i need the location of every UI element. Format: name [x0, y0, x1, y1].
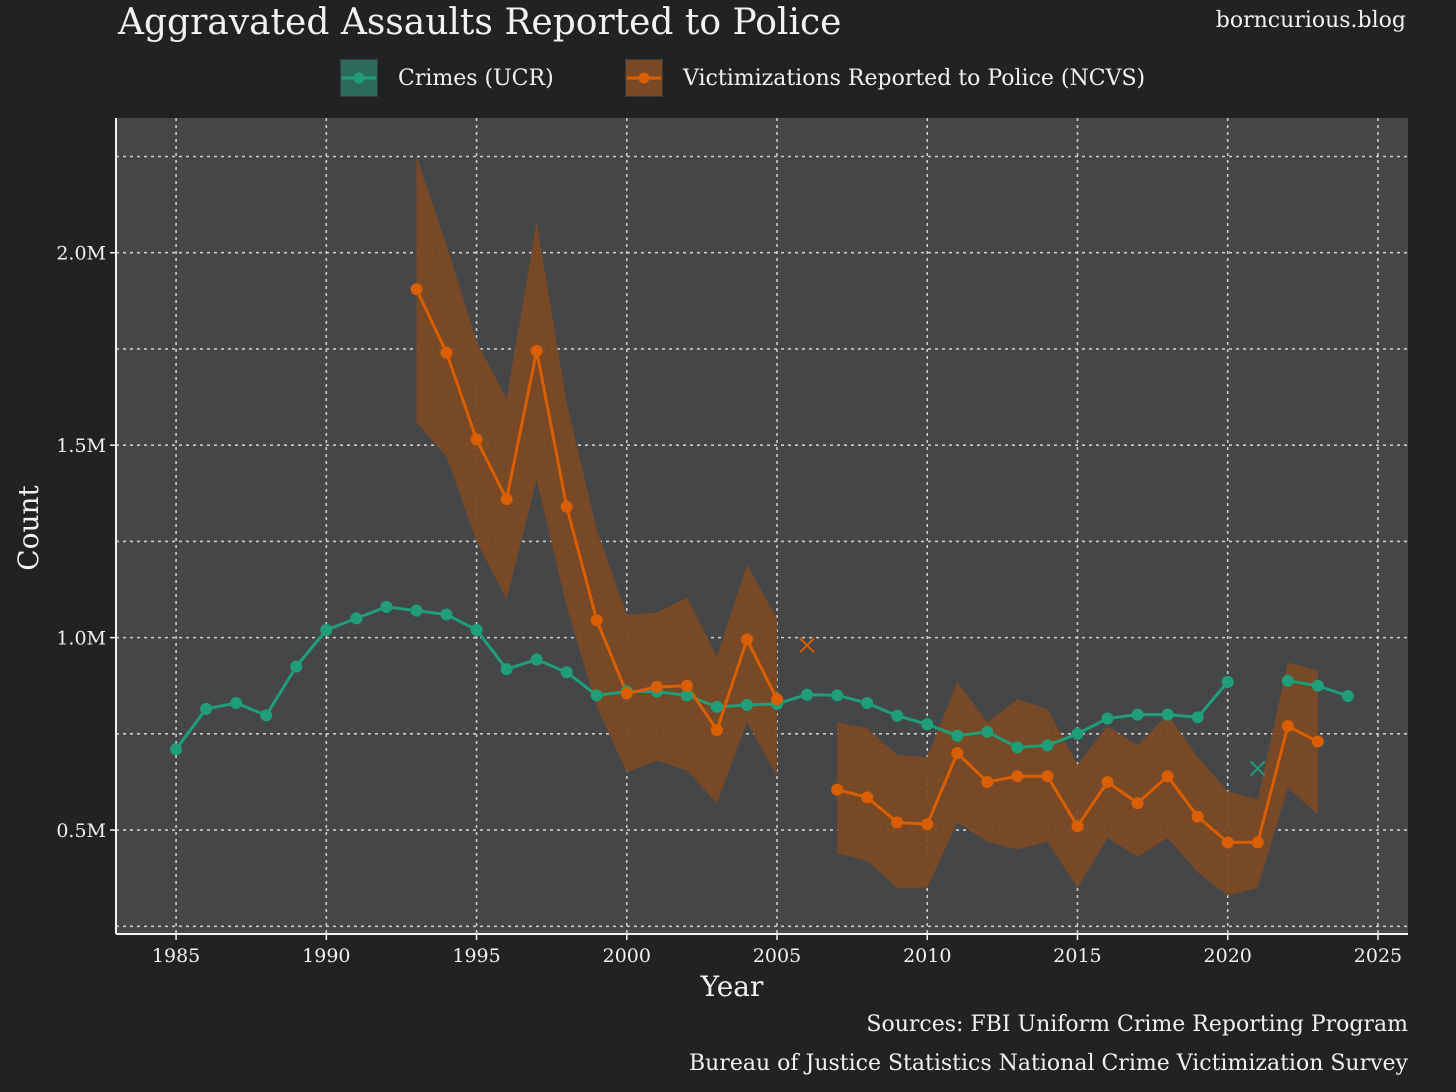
source-line-1: Sources: FBI Uniform Crime Reporting Pro…: [866, 1012, 1408, 1037]
data-point-ucr: [740, 698, 753, 711]
legend-label-ncvs: Victimizations Reported to Police (NCVS): [683, 65, 1146, 91]
legend-item-ucr: Crimes (UCR): [340, 58, 554, 98]
y-tick-label: 0.5M: [56, 820, 106, 842]
confidence-bands: [416, 156, 1318, 896]
data-point-ncvs: [771, 693, 784, 706]
x-tick-label: 1985: [152, 945, 200, 967]
data-point-ucr: [500, 663, 513, 676]
data-point-ucr: [1071, 727, 1084, 740]
x-tick-label: 2015: [1053, 945, 1101, 967]
legend-key-ncvs-icon: [625, 59, 663, 97]
y-axis-label: Count: [12, 484, 45, 570]
data-point-ncvs: [740, 633, 753, 646]
data-point-ncvs: [981, 775, 994, 788]
data-point-ncvs: [440, 346, 453, 359]
data-point-ncvs: [1191, 810, 1204, 823]
y-tick-label: 2.0M: [56, 243, 106, 265]
data-point-ncvs: [1161, 770, 1174, 783]
data-point-ncvs: [530, 344, 543, 357]
data-point-ncvs: [500, 493, 513, 506]
chart-title: Aggravated Assaults Reported to Police: [118, 2, 842, 43]
data-point-ucr: [680, 689, 693, 702]
x-tick-label: 1990: [302, 945, 350, 967]
x-tick-label: 1995: [452, 945, 500, 967]
data-point-ucr: [710, 700, 723, 713]
data-point-ucr: [230, 697, 243, 710]
data-point-ncvs: [1101, 775, 1114, 788]
data-point-ucr: [1341, 690, 1354, 703]
data-point-ncvs: [410, 283, 423, 296]
data-point-ucr: [1161, 708, 1174, 721]
data-point-ucr: [981, 725, 994, 738]
data-point-ucr: [1101, 712, 1114, 725]
data-point-ncvs: [861, 791, 874, 804]
data-point-ncvs: [590, 614, 603, 627]
data-point-ncvs: [560, 500, 573, 513]
data-point-ucr: [951, 729, 964, 742]
data-point-ncvs: [1131, 797, 1144, 810]
data-point-ucr: [921, 718, 934, 731]
legend-key-ucr-icon: [340, 59, 378, 97]
data-point-ucr: [1311, 679, 1324, 692]
data-point-ncvs: [620, 687, 633, 700]
y-tick-label: 1.0M: [56, 628, 106, 650]
data-point-ncvs: [1281, 720, 1294, 733]
data-point-ncvs: [470, 433, 483, 446]
y-tick-label: 1.5M: [56, 435, 106, 457]
data-point-ucr: [350, 612, 363, 625]
x-axis-label: Year: [700, 970, 764, 1003]
legend-label-ucr: Crimes (UCR): [398, 65, 554, 91]
data-point-ucr: [290, 660, 303, 673]
data-point-ucr: [1041, 739, 1054, 752]
data-point-ucr: [1191, 711, 1204, 724]
axes: 1985 1990 1995 2000 2005 2010 2015 2020 2025 0.5M…: [56, 118, 1408, 967]
data-point-ncvs: [1221, 836, 1234, 849]
data-point-ucr: [440, 608, 453, 621]
data-point-ncvs: [1251, 836, 1264, 849]
data-point-ncvs: [1041, 770, 1054, 783]
data-point-ucr: [320, 623, 333, 636]
data-point-ucr: [260, 709, 273, 722]
data-point-ncvs: [1071, 820, 1084, 833]
series-points: [170, 283, 1354, 849]
confidence-band: [416, 156, 778, 804]
data-point-ncvs: [891, 816, 904, 829]
x-tick-label: 2010: [903, 945, 951, 967]
data-point-ucr: [590, 689, 603, 702]
data-point-ncvs: [831, 783, 844, 796]
x-tick-label: 2020: [1204, 945, 1252, 967]
data-point-ncvs: [951, 747, 964, 760]
data-point-ncvs: [921, 818, 934, 831]
data-point-ucr: [560, 666, 573, 679]
data-point-ucr: [801, 688, 814, 701]
data-point-ucr: [1221, 675, 1234, 688]
data-point-ucr: [200, 702, 213, 715]
excluded-point-ucr-icon: [1250, 760, 1266, 777]
legend-item-ncvs: Victimizations Reported to Police (NCVS): [625, 58, 1145, 98]
data-point-ucr: [380, 600, 393, 613]
data-point-ucr: [831, 689, 844, 702]
data-point-ucr: [530, 653, 543, 666]
data-point-ncvs: [1311, 735, 1324, 748]
site-name: borncurious.blog: [1215, 8, 1406, 33]
excluded-point-ncvs-icon: [799, 637, 815, 654]
data-point-ucr: [1011, 741, 1024, 754]
data-point-ucr: [891, 709, 904, 722]
source-line-2: Bureau of Justice Statistics National Cr…: [688, 1051, 1408, 1076]
x-tick-label: 2025: [1354, 945, 1402, 967]
data-point-ucr: [861, 697, 874, 710]
x-tick-label: 2000: [603, 945, 651, 967]
data-point-ncvs: [680, 679, 693, 692]
data-point-ncvs: [650, 680, 663, 693]
data-point-ucr: [1281, 674, 1294, 687]
confidence-band: [837, 662, 1318, 896]
data-point-ucr: [1131, 708, 1144, 721]
data-point-ucr: [170, 743, 183, 756]
x-tick-label: 2005: [753, 945, 801, 967]
data-point-ncvs: [710, 724, 723, 736]
data-point-ucr: [410, 604, 423, 617]
data-point-ucr: [470, 623, 483, 636]
data-point-ncvs: [1011, 770, 1024, 783]
